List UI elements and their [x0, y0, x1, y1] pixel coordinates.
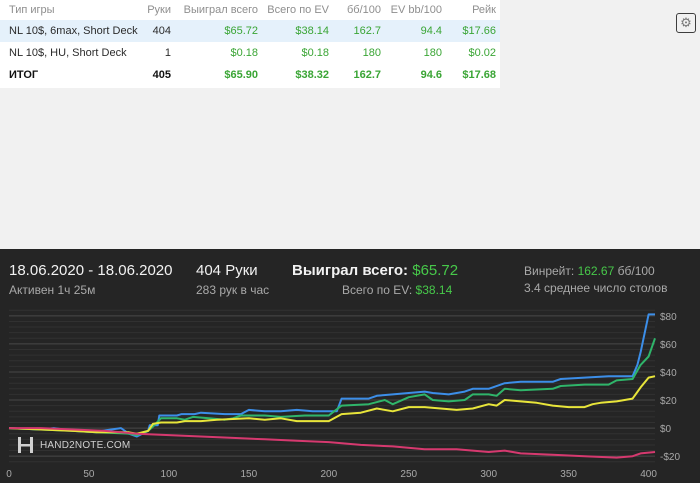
date-range: 18.06.2020 - 18.06.2020: [9, 262, 173, 279]
cell-won: $65.72: [175, 20, 262, 42]
cell-game: ИТОГ: [9, 69, 39, 81]
winrate-label: Винрейт:: [524, 264, 575, 278]
y-tick-label: $0: [660, 424, 672, 435]
cell-won: $0.18: [230, 47, 258, 59]
stats-table: Тип игры Руки Выиграл всего Всего по EV …: [0, 0, 500, 86]
cell-game: NL 10$, 6max, Short Deck: [0, 20, 138, 42]
series-line-pink: [9, 427, 656, 459]
ev-total-label: Всего по EV:: [342, 283, 413, 297]
cell-rake: $17.66: [446, 20, 500, 42]
x-tick-label: 50: [83, 469, 95, 480]
active-time: Активен 1ч 25м: [9, 283, 96, 297]
hand2note-logo-icon: [18, 437, 33, 453]
table-total-row: ИТОГ 405 $65.90 $38.32 162.7 94.6 $17.68: [0, 64, 500, 86]
cell-ev: $38.14: [262, 20, 333, 42]
hand2note-logo: HAND2NOTE.COM: [18, 437, 130, 453]
cell-bb100: 162.7: [333, 20, 385, 42]
y-axis-labels: -$20 $0 $20 $40 $60 $80: [660, 312, 680, 463]
cell-won: $65.90: [224, 69, 258, 81]
cell-rake: $17.68: [462, 69, 496, 81]
hands-per-hour: 283 рук в час: [196, 283, 270, 297]
x-tick-label: 250: [400, 469, 417, 480]
x-axis-labels: 0 50 100 150 200 250 300 350 400: [6, 469, 657, 480]
header-ev-bb100[interactable]: EV bb/100: [390, 4, 442, 16]
x-tick-label: 200: [320, 469, 337, 480]
x-tick-label: 100: [161, 469, 178, 480]
table-header-row: Тип игры Руки Выиграл всего Всего по EV …: [0, 0, 500, 20]
header-bb100[interactable]: бб/100: [346, 4, 381, 16]
hand2note-logo-text: HAND2NOTE.COM: [40, 439, 131, 451]
winrate: Винрейт: 162.67 бб/100: [524, 264, 655, 278]
winrate-value: 162.67: [577, 264, 615, 278]
stats-table-panel: Тип игры Руки Выиграл всего Всего по EV …: [0, 0, 500, 88]
cell-ev-bb100: 180: [423, 47, 442, 59]
header-hands[interactable]: Руки: [147, 4, 171, 16]
x-tick-label: 300: [480, 469, 497, 480]
won-total: Выиграл всего: $65.72: [292, 262, 458, 279]
y-tick-label: $80: [660, 312, 677, 323]
cell-game: NL 10$, HU, Short Deck: [9, 47, 127, 59]
ev-total: Всего по EV: $38.14: [342, 283, 452, 297]
cell-rake: $0.02: [468, 47, 496, 59]
series-line-yellow: [8, 375, 656, 435]
cell-ev: $38.32: [295, 69, 329, 81]
series-layer: [8, 313, 656, 459]
cell-bb100: 180: [362, 47, 381, 59]
x-tick-label: 400: [640, 469, 657, 480]
header-rake[interactable]: Рейк: [472, 4, 496, 16]
hands-count: 404 Руки: [196, 262, 258, 279]
table-row[interactable]: NL 10$, HU, Short Deck 1 $0.18 $0.18 180…: [0, 42, 500, 64]
x-tick-label: 350: [560, 469, 577, 480]
y-tick-label: $40: [660, 368, 677, 379]
header-game-type[interactable]: Тип игры: [9, 4, 55, 16]
x-tick-label: 150: [241, 469, 258, 480]
cell-ev: $0.18: [301, 47, 329, 59]
table-row[interactable]: NL 10$, 6max, Short Deck 404 $65.72 $38.…: [0, 20, 500, 42]
cell-ev-bb100: 94.4: [385, 20, 446, 42]
y-tick-label: $20: [660, 396, 677, 407]
series-line-green: [8, 337, 656, 437]
cell-hands: 405: [152, 69, 171, 81]
settings-gear-icon[interactable]: ⚙: [676, 13, 696, 33]
winrate-unit: бб/100: [617, 264, 655, 278]
x-tick-label: 0: [6, 469, 12, 480]
won-total-value: $65.72: [412, 262, 459, 279]
avg-tables: 3.4 среднее число столов: [524, 281, 668, 295]
header-ev-total[interactable]: Всего по EV: [267, 4, 329, 16]
y-tick-label: $60: [660, 340, 677, 351]
winnings-graph: -$20 $0 $20 $40 $60 $80 0 50 100 150 200 250 300 350…: [6, 309, 680, 480]
header-won-total[interactable]: Выиграл всего: [183, 4, 258, 16]
cell-ev-bb100: 94.6: [420, 69, 442, 81]
y-tick-label: -$20: [660, 452, 680, 463]
won-total-label: Выиграл всего:: [292, 262, 409, 279]
ev-total-value: $38.14: [415, 283, 453, 297]
cell-hands: 404: [135, 20, 175, 42]
cell-bb100: 162.7: [353, 69, 381, 81]
cell-hands: 1: [164, 47, 171, 59]
